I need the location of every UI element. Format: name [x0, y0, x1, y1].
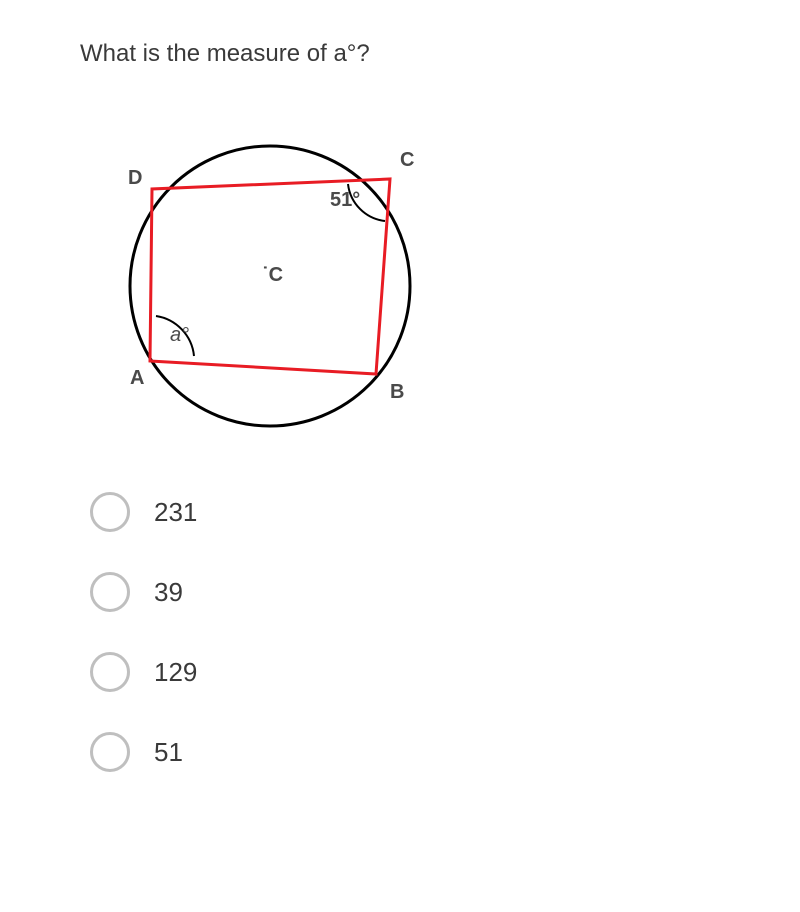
answer-options: 231 39 129 51	[90, 492, 720, 772]
svg-text:51°: 51°	[330, 189, 360, 211]
option-label: 129	[154, 657, 197, 688]
svg-text:C: C	[400, 149, 414, 171]
svg-text:A: A	[130, 367, 144, 389]
radio-icon	[90, 492, 130, 532]
svg-text:˙C: ˙C	[262, 264, 283, 286]
svg-text:B: B	[390, 381, 404, 403]
geometry-figure: A B C D ˙C a° 51°	[100, 116, 440, 436]
question-text: What is the measure of a°?	[80, 40, 720, 68]
option-1[interactable]: 39	[90, 572, 720, 612]
option-2[interactable]: 129	[90, 652, 720, 692]
radio-icon	[90, 732, 130, 772]
option-label: 231	[154, 497, 197, 528]
svg-text:D: D	[128, 167, 142, 189]
option-0[interactable]: 231	[90, 492, 720, 532]
radio-icon	[90, 652, 130, 692]
svg-text:a°: a°	[170, 324, 189, 346]
radio-icon	[90, 572, 130, 612]
option-3[interactable]: 51	[90, 732, 720, 772]
option-label: 39	[154, 577, 183, 608]
option-label: 51	[154, 737, 183, 768]
